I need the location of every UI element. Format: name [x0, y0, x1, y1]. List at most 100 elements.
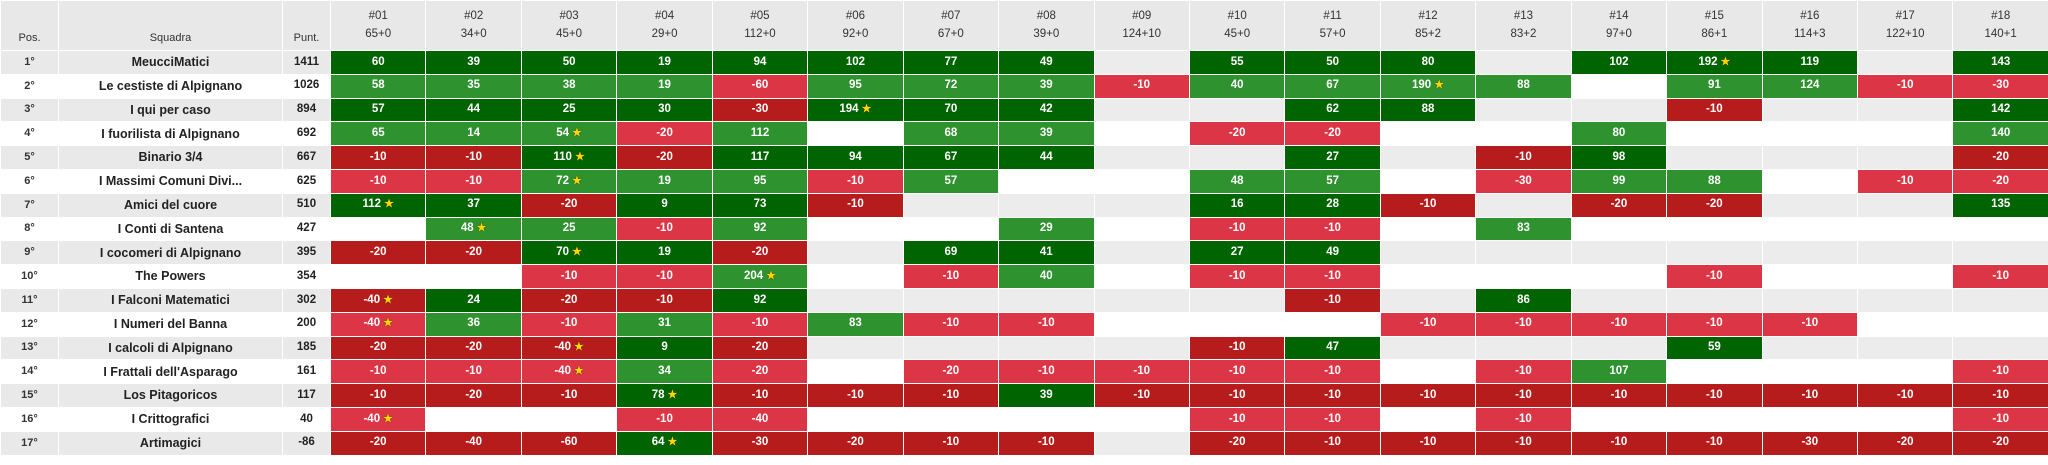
total-points-cell: 395 [282, 240, 331, 266]
score-cell: 49 [1284, 240, 1381, 266]
score-cell [1761, 97, 1859, 123]
score-cell: 54 ★ [520, 121, 618, 147]
score-cell: -30 [711, 97, 809, 123]
header-round[interactable]: #17 122+10 [1856, 0, 1954, 51]
header-round[interactable]: #14 97+0 [1570, 0, 1668, 51]
position-cell: 17° [0, 430, 59, 456]
score-cell: -10 [329, 168, 427, 194]
score-cell: -30 [1761, 430, 1859, 456]
score-cell: 58 [329, 73, 427, 99]
team-name-cell[interactable]: Amici del cuore [58, 192, 283, 218]
score-value: -20 [942, 365, 960, 377]
score-cell: 57 [902, 168, 1000, 194]
score-value: -20 [369, 341, 387, 354]
score-cell: -30 [1952, 73, 2048, 99]
header-position[interactable]: Pos. [0, 0, 59, 51]
score-cell: -20 [1284, 121, 1381, 147]
score-value: -10 [1419, 317, 1437, 330]
team-name-cell[interactable]: Artimagici [58, 430, 283, 456]
score-value: 60 [371, 55, 385, 68]
score-cell: 28 [1284, 192, 1381, 218]
score-cell: -10 [616, 216, 713, 242]
score-cell [1666, 145, 1763, 170]
header-round[interactable]: #05 112+0 [711, 0, 809, 51]
score-cell: 39 [998, 121, 1095, 147]
total-points-cell: 354 [282, 264, 331, 289]
round-number: #09 [1132, 10, 1152, 22]
team-name-cell[interactable]: Le cestiste di Alpignano [58, 73, 283, 99]
header-round[interactable]: #12 85+2 [1379, 0, 1477, 51]
score-cell: -10 [998, 430, 1095, 456]
team-name-cell[interactable]: I Conti di Santena [58, 216, 283, 242]
header-round[interactable]: #15 86+1 [1666, 0, 1763, 51]
score-value: -20 [1706, 198, 1723, 211]
team-name-cell[interactable]: I fuorilista di Alpignano [58, 121, 283, 147]
score-cell: 65 [329, 121, 427, 147]
score-value: 192 [1698, 55, 1718, 68]
score-cell [1761, 287, 1859, 313]
score-value: -60 [560, 436, 578, 449]
team-name-cell[interactable]: I Massimi Comuni Divi... [58, 168, 283, 194]
score-value: -20 [1992, 174, 2009, 187]
team-name-cell[interactable]: I qui per caso [58, 97, 283, 123]
table-row: 7° Amici del cuore 510 112 ★ 37 -20 9 73 -10 16 28-… [0, 192, 2048, 218]
score-cell: 39 [998, 383, 1095, 408]
header-round[interactable]: #16 114+3 [1761, 0, 1859, 51]
score-cell: -10 [1093, 359, 1190, 385]
header-round[interactable]: #08 39+0 [998, 0, 1095, 51]
header-round[interactable]: #13 83+2 [1475, 0, 1572, 51]
header-round[interactable]: #02 34+0 [425, 0, 522, 51]
star-icon: ★ [667, 388, 678, 401]
score-value: 92 [753, 293, 767, 306]
score-cell [1856, 287, 1954, 313]
position-cell: 12° [0, 311, 59, 337]
score-cell [998, 287, 1095, 313]
team-name-cell[interactable]: I Falconi Matematici [58, 287, 283, 313]
team-name-cell[interactable]: I calcoli di Alpignano [58, 335, 283, 361]
team-name-cell[interactable]: MeucciMatici [58, 50, 283, 75]
header-round[interactable]: #04 29+0 [616, 0, 713, 51]
scoreboard-body: 1° MeucciMatici 1411 60 39 50 19 94 102 77 49 55 50 8… [0, 50, 2048, 456]
header-round[interactable]: #18 140+1 [1952, 0, 2048, 51]
position-cell: 6° [0, 168, 59, 194]
score-value: 80 [1421, 55, 1435, 68]
header-points[interactable]: Punt. [282, 0, 331, 51]
header-round[interactable]: #03 45+0 [520, 0, 618, 51]
score-value: -10 [942, 436, 960, 449]
score-cell [1475, 50, 1572, 75]
score-cell [1379, 287, 1477, 313]
position-cell: 5° [0, 145, 59, 170]
score-value: -40 [465, 436, 482, 449]
header-round[interactable]: #10 45+0 [1188, 0, 1286, 51]
score-cell: 39 [425, 50, 522, 75]
score-cell [1952, 311, 2048, 337]
score-value: 39 [1039, 127, 1053, 140]
header-round[interactable]: #09 124+10 [1093, 0, 1190, 51]
team-name-cell[interactable]: I Frattali dell'Asparago [58, 359, 283, 385]
score-value: -10 [1324, 436, 1341, 449]
score-value: 44 [1039, 150, 1053, 163]
score-cell: -20 [1952, 145, 2048, 170]
team-name-cell[interactable]: I Crittografici [58, 406, 283, 432]
score-value: -10 [847, 388, 864, 401]
score-value: 91 [1707, 79, 1721, 92]
team-name-cell[interactable]: I Numeri del Banna [58, 311, 283, 337]
score-cell: 50 [520, 50, 618, 75]
position-cell: 2° [0, 73, 59, 99]
header-round[interactable]: #01 65+0 [329, 0, 427, 51]
score-cell: 110 ★ [520, 145, 618, 170]
score-cell: -10 [1475, 145, 1572, 170]
team-name-cell[interactable]: The Powers [58, 264, 283, 289]
score-cell: 55 [1188, 50, 1286, 75]
score-value: 83 [849, 317, 862, 330]
header-round[interactable]: #11 57+0 [1284, 0, 1381, 51]
header-team[interactable]: Squadra [58, 0, 283, 51]
team-name-cell[interactable]: Los Pitagoricos [58, 383, 283, 408]
round-max-score: 86+1 [1701, 27, 1728, 40]
score-cell: -10 [1188, 359, 1286, 385]
header-round[interactable]: #07 67+0 [902, 0, 1000, 51]
header-round[interactable]: #06 92+0 [807, 0, 904, 51]
team-name-cell[interactable]: I cocomeri di Alpignano [58, 240, 283, 266]
team-name-cell[interactable]: Binario 3/4 [58, 145, 283, 170]
score-cell: 119 [1761, 50, 1859, 75]
